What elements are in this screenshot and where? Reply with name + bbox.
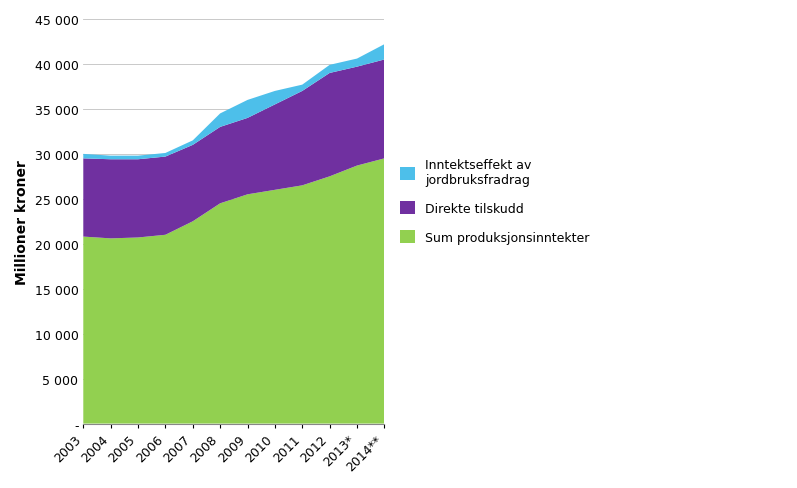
Y-axis label: Millioner kroner: Millioner kroner	[15, 160, 29, 284]
Legend: Inntektseffekt av
jordbruksfradrag, Direkte tilskudd, Sum produksjonsinntekter: Inntektseffekt av jordbruksfradrag, Dire…	[394, 153, 595, 250]
